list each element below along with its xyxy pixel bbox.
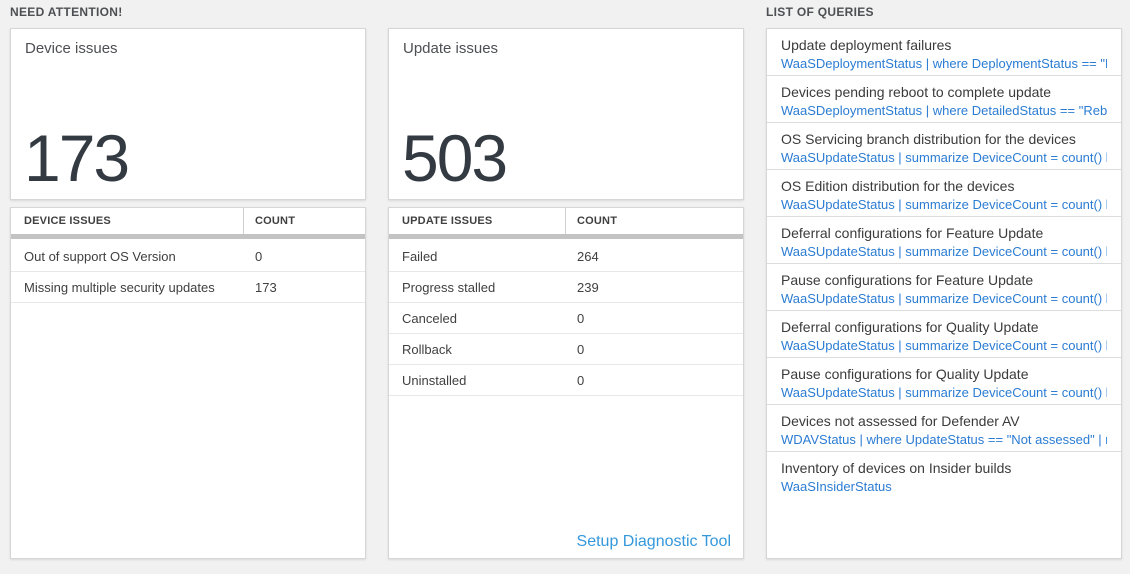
table-row[interactable]: Failed 264 — [389, 241, 743, 272]
query-text: WaaSInsiderStatus — [781, 479, 892, 494]
query-text: WaaSUpdateStatus | summarize DeviceCount… — [781, 197, 1107, 212]
row-count: 0 — [577, 341, 585, 357]
query-list-item[interactable]: Deferral configurations for Feature Upda… — [767, 217, 1121, 264]
query-list-item[interactable]: OS Servicing branch distribution for the… — [767, 123, 1121, 170]
query-text: WaaSDeploymentStatus | where DeploymentS… — [781, 56, 1107, 71]
device-issues-column-header: DEVICE ISSUES — [11, 208, 244, 234]
count-column-header: COUNT — [255, 215, 296, 227]
table-row[interactable]: Out of support OS Version 0 — [11, 241, 365, 272]
query-text: WaaSUpdateStatus | summarize DeviceCount… — [781, 338, 1107, 353]
device-issues-title: Device issues — [25, 40, 118, 57]
list-of-queries-panel: Update deployment failures WaaSDeployment… — [766, 28, 1122, 559]
update-issues-column-header: UPDATE ISSUES — [389, 208, 566, 234]
row-label: Out of support OS Version — [24, 248, 176, 264]
count-column-header: COUNT — [577, 215, 618, 227]
query-list-item[interactable]: Deferral configurations for Quality Upda… — [767, 311, 1121, 358]
query-title: Devices not assessed for Defender AV — [781, 413, 1020, 429]
query-list-item[interactable]: OS Edition distribution for the devices W… — [767, 170, 1121, 217]
row-count: 264 — [577, 248, 599, 264]
table-row[interactable]: Rollback 0 — [389, 334, 743, 365]
update-issues-table-body: Failed 264 Progress stalled 239 Canceled 0 Rol… — [389, 241, 743, 396]
table-scrollbar — [389, 234, 743, 239]
device-issues-table-header: DEVICE ISSUES COUNT — [11, 208, 365, 234]
device-issues-table-tile: DEVICE ISSUES COUNT Out of support OS Ve… — [10, 207, 366, 559]
row-label: Progress stalled — [402, 279, 496, 295]
query-list-item[interactable]: Devices not assessed for Defender AV WDAV… — [767, 405, 1121, 452]
row-count: 0 — [577, 310, 585, 326]
device-issues-count: 173 — [24, 121, 130, 195]
query-text: WDAVStatus | where UpdateStatus == "Not … — [781, 432, 1107, 447]
update-issues-count: 503 — [402, 121, 508, 195]
query-title: Deferral configurations for Feature Upda… — [781, 225, 1044, 241]
update-issues-table-header: UPDATE ISSUES COUNT — [389, 208, 743, 234]
query-title: Inventory of devices on Insider builds — [781, 460, 1012, 476]
table-row[interactable]: Progress stalled 239 — [389, 272, 743, 303]
device-issues-table-body: Out of support OS Version 0 Missing multip… — [11, 241, 365, 303]
update-issues-table-tile: UPDATE ISSUES COUNT Failed 264 Progress st… — [388, 207, 744, 559]
query-title: OS Servicing branch distribution for the… — [781, 131, 1076, 147]
row-label: Rollback — [402, 341, 452, 357]
query-title: OS Edition distribution for the devices — [781, 178, 1015, 194]
query-text: WaaSUpdateStatus | summarize DeviceCount… — [781, 244, 1107, 259]
row-count: 0 — [577, 372, 585, 388]
query-text: WaaSDeploymentStatus | where DetailedSta… — [781, 103, 1107, 118]
query-title: Deferral configurations for Quality Upda… — [781, 319, 1039, 335]
query-list-item[interactable]: Pause configurations for Quality Update W… — [767, 358, 1121, 405]
query-title: Pause configurations for Feature Update — [781, 272, 1034, 288]
query-text: WaaSUpdateStatus | summarize DeviceCount… — [781, 291, 1107, 306]
query-title: Update deployment failures — [781, 37, 952, 53]
list-of-queries-section-label: LIST OF QUERIES — [766, 5, 874, 19]
row-label: Uninstalled — [402, 372, 467, 388]
query-list-item[interactable]: Inventory of devices on Insider builds Wa… — [767, 452, 1121, 499]
row-count: 173 — [255, 279, 277, 295]
query-title: Pause configurations for Quality Update — [781, 366, 1029, 382]
table-row[interactable]: Uninstalled 0 — [389, 365, 743, 396]
setup-diagnostic-tool-link[interactable]: Setup Diagnostic Tool — [576, 533, 731, 550]
query-list-item[interactable]: Pause configurations for Feature Update W… — [767, 264, 1121, 311]
table-row[interactable]: Canceled 0 — [389, 303, 743, 334]
row-label: Failed — [402, 248, 438, 264]
query-list-item[interactable]: Update deployment failures WaaSDeployment… — [767, 29, 1121, 76]
row-count: 0 — [255, 248, 263, 264]
update-issues-title: Update issues — [403, 40, 499, 57]
query-text: WaaSUpdateStatus | summarize DeviceCount… — [781, 385, 1107, 400]
query-text: WaaSUpdateStatus | summarize DeviceCount… — [781, 150, 1107, 165]
query-list-item[interactable]: Devices pending reboot to complete updat… — [767, 76, 1121, 123]
table-row[interactable]: Missing multiple security updates 173 — [11, 272, 365, 303]
need-attention-section-label: NEED ATTENTION! — [10, 5, 123, 19]
device-issues-tile[interactable]: Device issues 173 — [10, 28, 366, 200]
row-label: Missing multiple security updates — [24, 279, 215, 295]
table-scrollbar — [11, 234, 365, 239]
update-issues-tile[interactable]: Update issues 503 — [388, 28, 744, 200]
row-label: Canceled — [402, 310, 457, 326]
query-title: Devices pending reboot to complete updat… — [781, 84, 1052, 100]
row-count: 239 — [577, 279, 599, 295]
